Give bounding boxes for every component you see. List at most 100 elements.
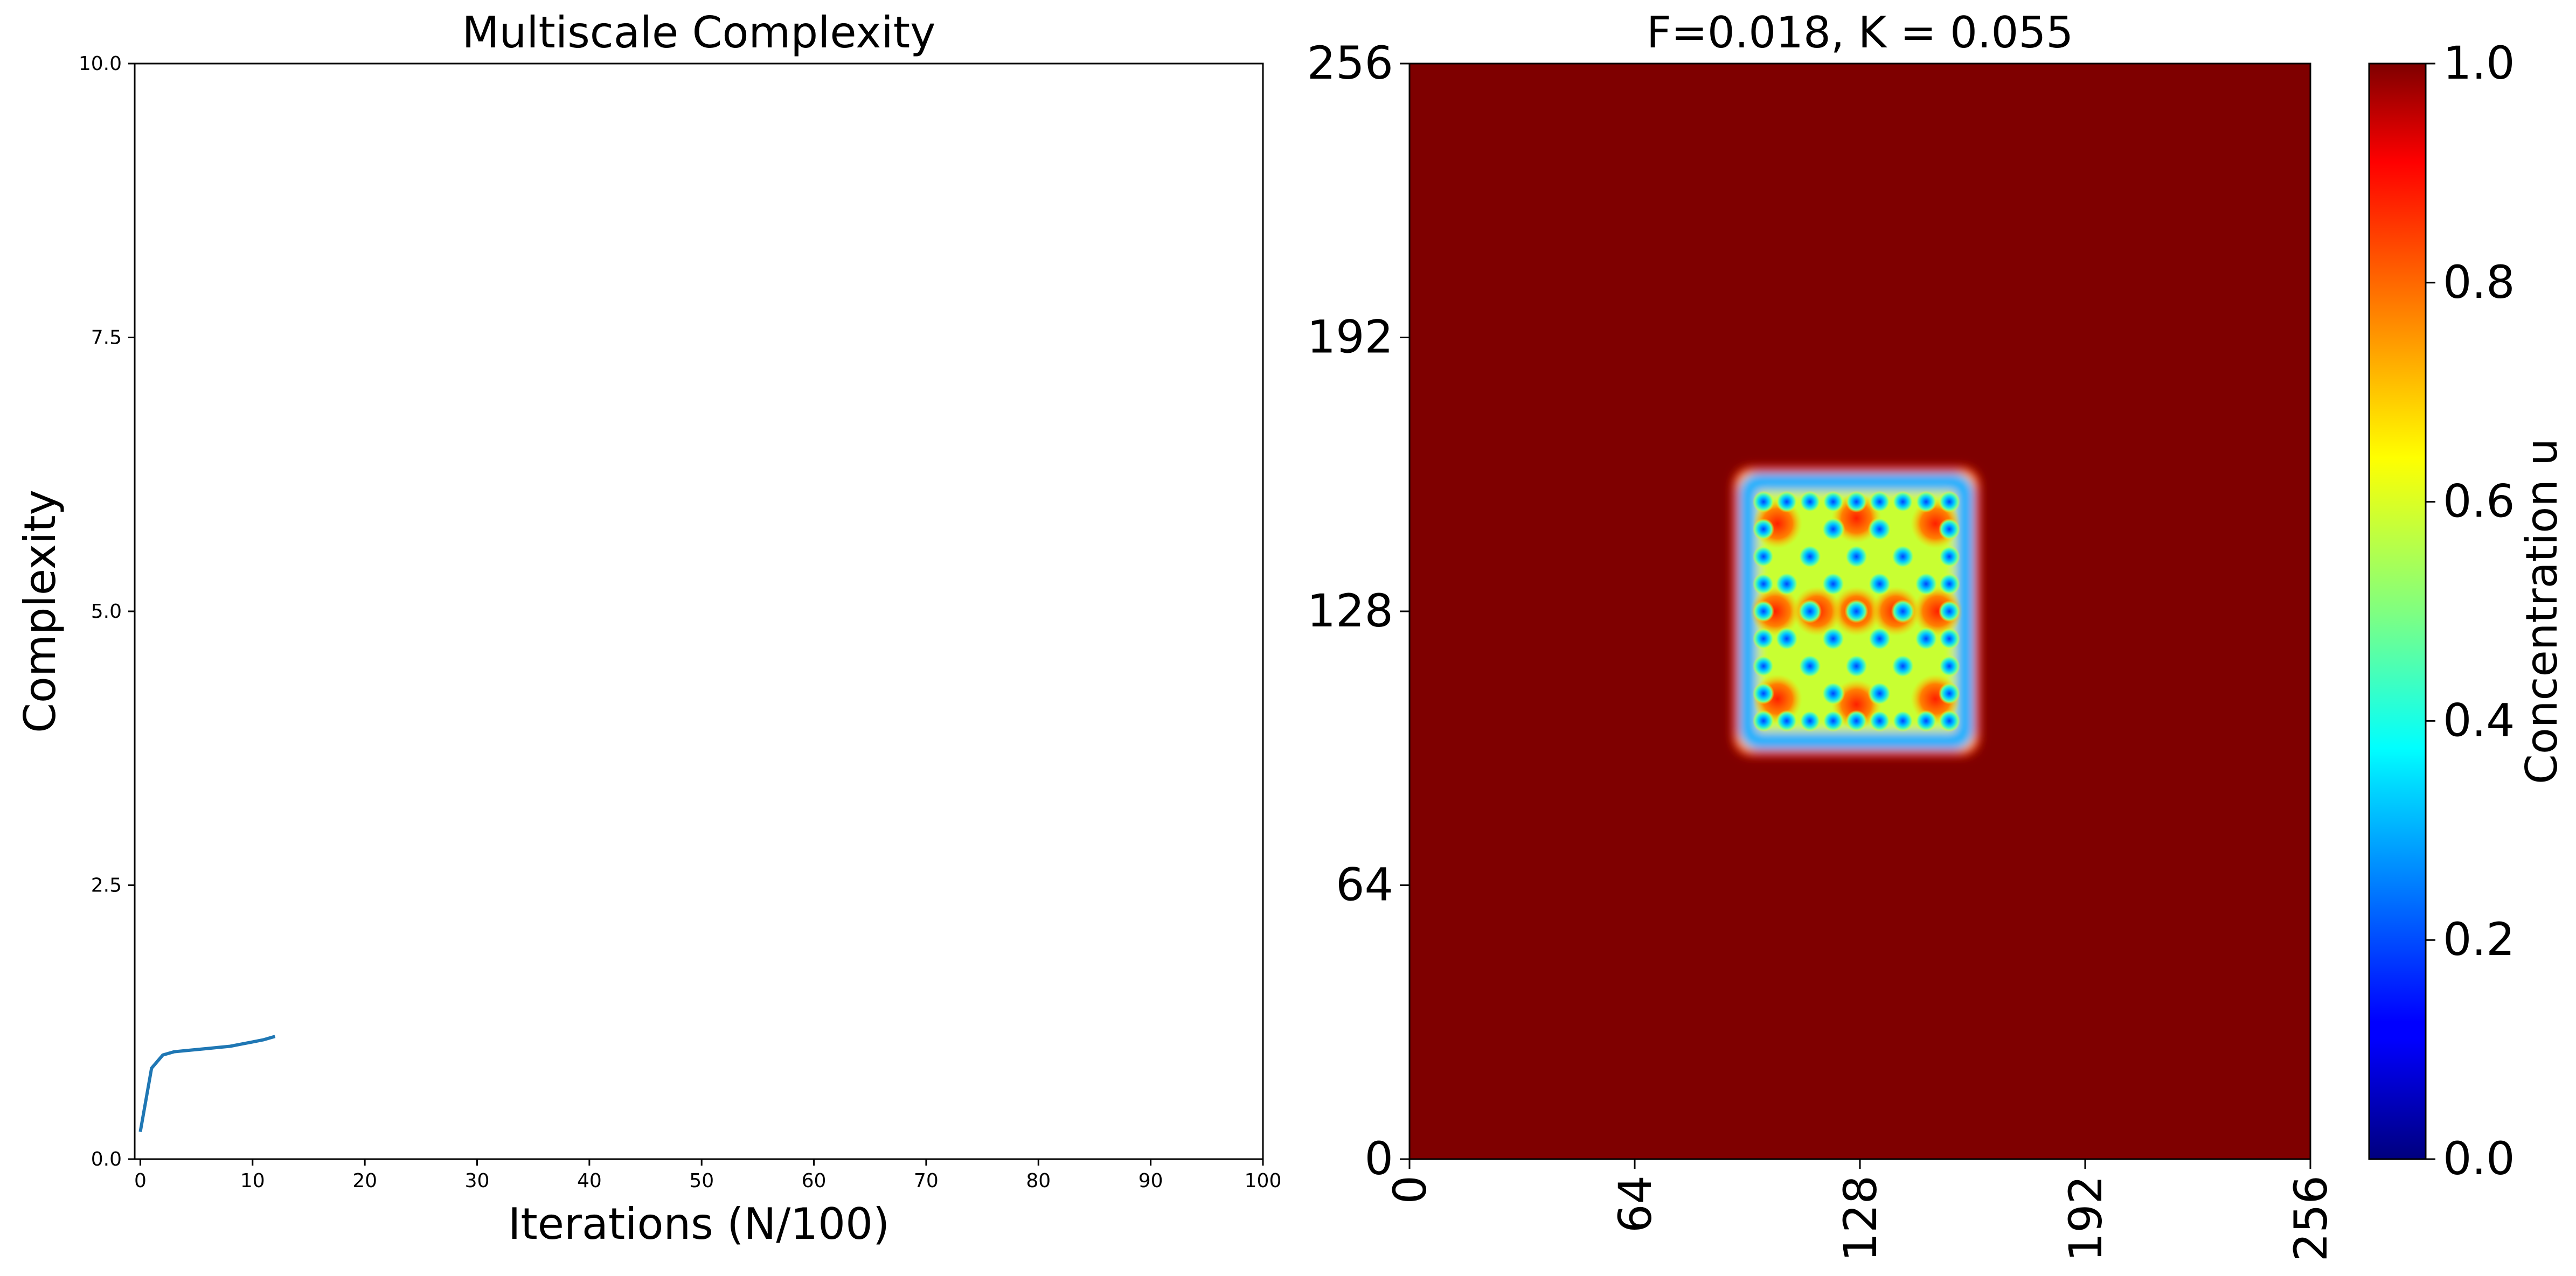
y-tick-label: 0.0 <box>91 1148 122 1170</box>
heatmap-pattern <box>1732 466 1980 756</box>
heatmap-x-tick-label: 64 <box>1609 1175 1662 1233</box>
pattern-spot <box>1867 517 1892 541</box>
pattern-spots <box>1753 491 1960 732</box>
heatmap-title: F=0.018, K = 0.055 <box>1647 8 2073 58</box>
complexity-chart: Multiscale Complexity 0 10 20 30 40 50 60 70 80 9… <box>15 8 1281 1249</box>
heatmap-x-tick-label: 256 <box>2285 1175 2337 1261</box>
pattern-spot <box>1753 546 1775 568</box>
heatmap-x-axis: 0 64 128 192 256 <box>1384 1159 2337 1261</box>
y-tick-label: 10.0 <box>79 53 122 75</box>
heatmap-y-tick-label: 64 <box>1336 859 1393 911</box>
pattern-spot <box>1891 545 1915 569</box>
x-tick-label: 50 <box>689 1170 714 1192</box>
pattern-spot <box>1753 601 1775 622</box>
pattern-spot <box>1798 654 1822 678</box>
pattern-spot <box>1753 627 1775 650</box>
chart-title: Multiscale Complexity <box>462 8 936 58</box>
plot-frame <box>134 62 1264 1160</box>
pattern-spot <box>1798 599 1822 623</box>
x-tick-label: 20 <box>352 1170 377 1192</box>
pattern-spot <box>1776 710 1798 732</box>
pattern-spot <box>1938 710 1960 732</box>
pattern-spot <box>1892 491 1914 513</box>
pattern-spot <box>1753 655 1775 677</box>
y-tick-label: 7.5 <box>91 327 122 349</box>
pattern-spot <box>1867 681 1892 706</box>
pattern-spot <box>1753 573 1775 595</box>
pattern-spot <box>1821 517 1845 541</box>
pattern-spot <box>1798 545 1822 569</box>
pattern-spot <box>1775 626 1799 651</box>
x-tick-label: 0 <box>134 1170 147 1192</box>
y-tick-label: 2.5 <box>91 875 122 897</box>
colorbar-tick-label: 0.8 <box>2443 256 2515 309</box>
pattern-spot <box>1845 710 1867 732</box>
pattern-spot <box>1892 710 1914 732</box>
pattern-spot <box>1915 710 1937 732</box>
pattern-spot <box>1775 572 1799 596</box>
pattern-spot <box>1844 654 1869 678</box>
heatmap-y-tick-label: 192 <box>1307 311 1393 364</box>
colorbar-ticks: 0.0 0.2 0.4 0.6 0.8 1.0 <box>2426 37 2515 1185</box>
pattern-spot <box>1844 599 1869 623</box>
x-axis-label: Iterations (N/100) <box>508 1199 890 1249</box>
heatmap-y-axis: 0 64 128 192 256 <box>1307 37 1409 1185</box>
colorbar: 0.0 0.2 0.4 0.6 0.8 1.0 Concentration u <box>2368 37 2567 1185</box>
x-tick-label: 80 <box>1026 1170 1051 1192</box>
pattern-spot <box>1914 626 1938 651</box>
heatmap-y-tick-label: 128 <box>1307 584 1393 637</box>
pattern-spot <box>1821 626 1845 651</box>
pattern-spot <box>1821 572 1845 596</box>
pattern-spot <box>1822 491 1844 513</box>
pattern-spot <box>1938 682 1960 705</box>
pattern-spot <box>1845 491 1867 513</box>
pattern-spot <box>1938 491 1960 513</box>
pattern-spot <box>1915 491 1937 513</box>
pattern-spot <box>1938 627 1960 650</box>
pattern-spot <box>1869 491 1891 513</box>
y-axis-label: Complexity <box>15 490 65 733</box>
heatmap-x-tick-label: 128 <box>1834 1175 1887 1261</box>
colorbar-tick-label: 1.0 <box>2443 37 2515 89</box>
pattern-hot-spot <box>1913 587 1963 636</box>
pattern-spot <box>1891 654 1915 678</box>
concentration-heatmap: F=0.018, K = 0.055 0 64 128 192 256 0 64 128 19… <box>1307 8 2337 1261</box>
colorbar-label: Concentration u <box>2517 438 2567 784</box>
pattern-spot <box>1753 491 1775 513</box>
pattern-spot <box>1938 573 1960 595</box>
colorbar-tick-label: 0.2 <box>2443 913 2515 966</box>
x-tick-label: 70 <box>914 1170 939 1192</box>
series-lines <box>138 1035 276 1132</box>
x-axis: 0 10 20 30 40 50 60 70 80 90 100 <box>134 1159 1281 1192</box>
colorbar-gradient <box>2368 62 2427 1160</box>
x-tick-label: 10 <box>240 1170 265 1192</box>
x-tick-label: 30 <box>465 1170 490 1192</box>
colorbar-tick-label: 0.0 <box>2443 1132 2515 1185</box>
pattern-spot <box>1867 626 1892 651</box>
x-tick-label: 100 <box>1245 1170 1282 1192</box>
y-axis: 0.0 2.5 5.0 7.5 10.0 <box>79 53 135 1170</box>
pattern-spot <box>1799 491 1821 513</box>
pattern-spot <box>1753 518 1775 540</box>
pattern-spot <box>1938 655 1960 677</box>
pattern-spot <box>1776 491 1798 513</box>
pattern-spot <box>1799 710 1821 732</box>
colorbar-tick-label: 0.4 <box>2443 694 2515 747</box>
pattern-spot <box>1753 682 1775 705</box>
pattern-spot <box>1938 601 1960 622</box>
pattern-spot <box>1938 518 1960 540</box>
x-tick-label: 90 <box>1138 1170 1163 1192</box>
pattern-spot <box>1869 710 1891 732</box>
pattern-hot-spot <box>1750 587 1800 636</box>
heatmap-y-tick-label: 256 <box>1307 37 1393 89</box>
pattern-spot <box>1821 681 1845 706</box>
pattern-spot <box>1891 599 1915 623</box>
pattern-spot <box>1938 546 1960 568</box>
pattern-spot <box>1753 710 1775 732</box>
pattern-spot <box>1914 572 1938 596</box>
pattern-spot <box>1844 545 1869 569</box>
complexity-line <box>138 1035 276 1132</box>
x-tick-label: 40 <box>577 1170 602 1192</box>
heatmap-y-tick-label: 0 <box>1365 1132 1393 1185</box>
